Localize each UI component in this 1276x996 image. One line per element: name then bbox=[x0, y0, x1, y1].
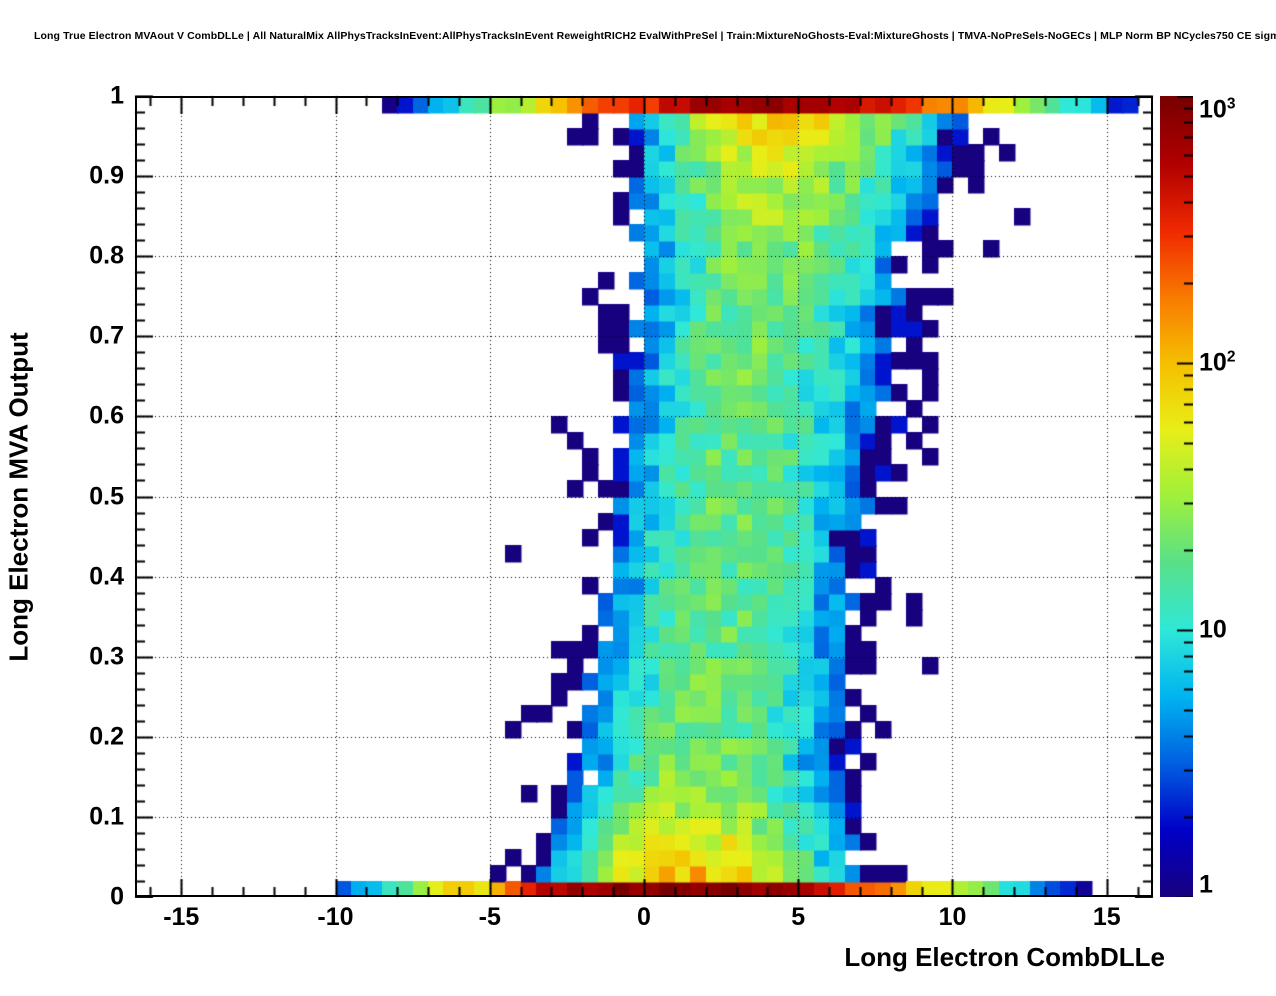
y-axis-tick-label: 0.1 bbox=[89, 802, 124, 831]
plot-title: Long True Electron MVAout V CombDLLe | A… bbox=[34, 30, 1276, 42]
x-axis-tick-label: 5 bbox=[791, 903, 806, 931]
x-axis-tick-label: -5 bbox=[478, 903, 501, 931]
y-axis-tick-label: 0.5 bbox=[89, 482, 124, 510]
color-scale-tick-label: 10 bbox=[1199, 615, 1227, 644]
y-axis-tick-label: 0.8 bbox=[89, 241, 124, 270]
color-scale-tick-label: 102 bbox=[1199, 348, 1236, 377]
x-axis-tick-labels: -15 -10 -5 0 5 10 15 bbox=[135, 903, 1153, 937]
y-axis-tick-label: 1 bbox=[110, 81, 124, 110]
y-axis-tick-label: 0.9 bbox=[89, 161, 124, 190]
x-axis-tick-label: 15 bbox=[1092, 903, 1121, 931]
color-scale-tick-label: 1 bbox=[1199, 870, 1213, 899]
x-axis-tick-label: 0 bbox=[637, 903, 651, 931]
y-axis-tick-label: 0.4 bbox=[89, 562, 124, 591]
y-axis-tick-label: 0.3 bbox=[89, 642, 124, 671]
y-axis-title-label: Long Electron MVA Output bbox=[3, 331, 34, 662]
y-axis-tick-label: 0.7 bbox=[89, 321, 124, 350]
y-axis-title: Long Electron MVA Output bbox=[0, 96, 38, 897]
x-axis-tick-label: -15 bbox=[163, 903, 200, 931]
color-scale-tick-labels: 1 10 102 103 bbox=[1199, 95, 1273, 899]
y-axis-tick-label: 0.2 bbox=[89, 722, 124, 751]
color-scale-bar bbox=[1160, 96, 1193, 897]
color-scale-gradient bbox=[1160, 96, 1193, 897]
color-scale-tick-label: 103 bbox=[1199, 95, 1236, 124]
y-axis-tick-label: 0.6 bbox=[89, 401, 124, 430]
histogram-bins-canvas bbox=[135, 96, 1153, 897]
x-axis-tick-label: 10 bbox=[938, 903, 967, 931]
y-axis-tick-label: 0 bbox=[110, 882, 124, 911]
x-axis-title: Long Electron CombDLLe bbox=[844, 942, 1165, 972]
histogram-plot-area bbox=[134, 95, 1154, 898]
x-axis-tick-label: -10 bbox=[317, 903, 354, 931]
y-axis-tick-labels: 0 0.1 0.2 0.3 0.4 0.5 0.6 0.7 0.8 0.9 1 bbox=[40, 83, 124, 909]
